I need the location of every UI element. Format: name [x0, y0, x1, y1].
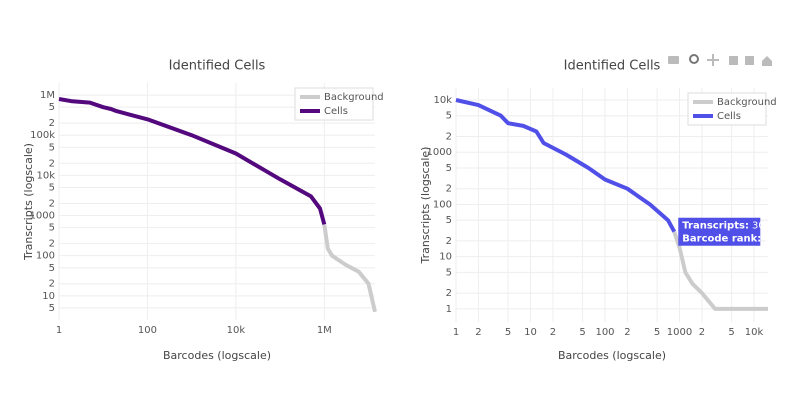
- tooltip-label: Transcripts:: [682, 221, 749, 232]
- camera-icon[interactable]: [668, 56, 679, 64]
- y-tick-label: 1M: [40, 90, 55, 101]
- y-tick-label: 2: [49, 198, 55, 209]
- x-tick-label: 5: [654, 327, 660, 338]
- y-tick-label: 1000: [30, 211, 55, 222]
- y-tick-label: 5: [49, 102, 55, 113]
- x-tick-label: 100: [595, 327, 614, 338]
- x-tick-label: 5: [505, 327, 511, 338]
- data-line: [672, 231, 768, 311]
- y-tick-label: 100: [433, 199, 452, 210]
- x-tick-label: 10: [524, 327, 537, 338]
- x-tick-label: 2: [550, 327, 556, 338]
- x-tick-label: 5: [728, 327, 734, 338]
- tooltip-row: Transcripts: 30: [682, 221, 764, 232]
- tooltip-value: 30: [752, 221, 765, 232]
- x-axis-title: Barcodes (logscale): [558, 349, 666, 362]
- x-tick-label: 2: [624, 327, 630, 338]
- x-tick-label: 100: [138, 325, 157, 336]
- legend-label: Background: [324, 92, 384, 103]
- y-tick-label: 5: [49, 223, 55, 234]
- tooltip-row: Barcode rank: 851: [682, 234, 783, 245]
- y-axis-title: Transcripts (logscale): [419, 147, 432, 265]
- tooltip-label: Barcode rank:: [682, 234, 761, 245]
- legend-label: Cells: [324, 106, 348, 117]
- y-tick-label: 5: [446, 215, 452, 226]
- legend-box: [687, 92, 767, 126]
- y-tick-label: 2: [49, 279, 55, 290]
- y-tick-label: 2: [446, 236, 452, 247]
- chart-title: Identified Cells: [169, 59, 266, 74]
- y-tick-label: 2: [446, 132, 452, 143]
- x-tick-label: 10k: [745, 327, 764, 338]
- tooltip-value: 851: [764, 234, 783, 245]
- x-tick-label: 1: [56, 325, 62, 336]
- y-tick-label: 100: [36, 251, 55, 262]
- y-tick-label: 5: [49, 263, 55, 274]
- data-line: [455, 98, 677, 233]
- y-tick-label: 5: [49, 303, 55, 314]
- y-tick-label: 5: [49, 142, 55, 153]
- chart-panel: Identified Cells Barcodes (logscale) Trans…: [419, 59, 783, 363]
- y-tick-label: 10k: [433, 95, 452, 106]
- y-axis-title: Transcripts (logscale): [22, 143, 35, 261]
- toolbar: [668, 54, 772, 66]
- x-tick-label: 2: [475, 327, 481, 338]
- y-tick-label: 10k: [36, 170, 55, 181]
- zoom-in-icon[interactable]: [729, 56, 738, 65]
- y-tick-label: 2: [49, 239, 55, 250]
- data-line: [322, 224, 377, 313]
- y-tick-label: 10: [439, 252, 452, 263]
- y-tick-label: 100k: [30, 130, 55, 141]
- x-tick-label: 1M: [317, 325, 332, 336]
- home-icon[interactable]: [762, 56, 772, 66]
- legend-label: Background: [717, 97, 777, 108]
- chart-panel: Identified Cells Barcodes (logscale) Trans…: [22, 59, 384, 363]
- pan-icon[interactable]: [707, 54, 719, 66]
- y-tick-label: 5: [446, 267, 452, 278]
- y-tick-label: 1000: [427, 147, 452, 158]
- chart-title: Identified Cells: [564, 59, 661, 74]
- x-tick-label: 2: [699, 327, 705, 338]
- y-tick-label: 2: [49, 118, 55, 129]
- x-tick-label: 10k: [227, 325, 246, 336]
- y-tick-label: 2: [446, 288, 452, 299]
- x-tick-label: 5: [579, 327, 585, 338]
- y-tick-label: 5: [446, 163, 452, 174]
- y-tick-label: 10: [42, 291, 55, 302]
- legend-label: Cells: [717, 111, 741, 122]
- x-tick-label: 1: [453, 327, 459, 338]
- x-axis-title: Barcodes (logscale): [163, 349, 271, 362]
- legend-box: [294, 87, 374, 121]
- data-line: [58, 97, 327, 225]
- y-tick-label: 5: [446, 111, 452, 122]
- y-tick-label: 2: [446, 184, 452, 195]
- x-tick-label: 1000: [667, 327, 692, 338]
- y-tick-label: 5: [49, 182, 55, 193]
- zoom-icon[interactable]: [689, 54, 699, 64]
- zoom-out-icon[interactable]: [745, 56, 754, 65]
- y-tick-label: 1: [446, 304, 452, 315]
- tooltip-box: [678, 217, 761, 246]
- y-tick-label: 2: [49, 158, 55, 169]
